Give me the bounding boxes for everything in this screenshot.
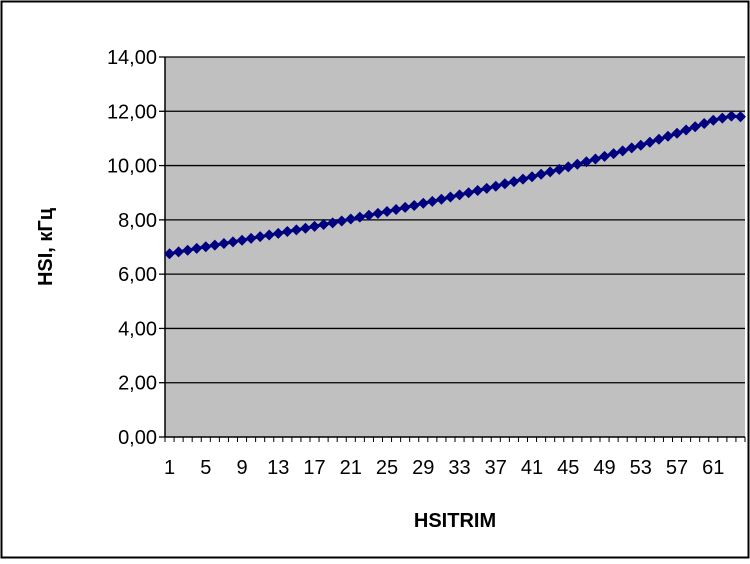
x-tick-label: 61 xyxy=(702,457,724,479)
data-point xyxy=(435,193,447,205)
y-tick-labels: 0,00 2,00 4,00 6,00 8,00 10,00 12,00 14,00 xyxy=(107,47,157,449)
data-point xyxy=(318,218,330,230)
data-point xyxy=(589,153,601,165)
data-point xyxy=(680,124,692,136)
data-point xyxy=(490,180,502,192)
data-point xyxy=(263,229,275,241)
x-tick-label: 5 xyxy=(200,457,211,479)
x-tick-label: 25 xyxy=(376,457,398,479)
data-point xyxy=(725,110,737,122)
data-point xyxy=(272,227,284,239)
data-point xyxy=(372,207,384,219)
data-point xyxy=(499,178,511,190)
data-point xyxy=(281,226,293,238)
data-point xyxy=(191,242,203,254)
data-point xyxy=(354,211,366,223)
data-point xyxy=(381,205,393,217)
data-point xyxy=(562,161,574,173)
data-point xyxy=(444,191,456,203)
data-point xyxy=(182,244,194,256)
data-point xyxy=(327,217,339,229)
x-tick-label: 53 xyxy=(630,457,652,479)
data-point xyxy=(517,173,529,185)
data-point xyxy=(390,204,402,216)
data-point xyxy=(481,182,493,194)
x-tick-label: 57 xyxy=(666,457,688,479)
data-point xyxy=(472,185,484,197)
data-point xyxy=(245,232,257,244)
data-point xyxy=(617,145,629,157)
data-point xyxy=(599,150,611,162)
data-point xyxy=(173,246,185,258)
y-tick-label: 10,00 xyxy=(107,156,157,178)
data-point xyxy=(653,133,665,145)
data-point xyxy=(254,231,266,243)
data-point xyxy=(426,195,438,207)
data-point xyxy=(698,118,710,129)
data-point xyxy=(689,121,701,133)
y-tick-label: 12,00 xyxy=(107,101,157,123)
data-point xyxy=(236,234,248,246)
data-point xyxy=(571,158,583,170)
x-tick-label: 9 xyxy=(236,457,247,479)
data-point xyxy=(716,112,728,124)
data-point xyxy=(309,220,321,232)
data-point xyxy=(526,171,538,183)
data-point xyxy=(635,139,647,151)
data-point xyxy=(299,222,311,234)
data-point xyxy=(164,248,176,260)
data-point xyxy=(544,166,556,178)
data-point xyxy=(626,142,638,154)
y-tick-label: 4,00 xyxy=(118,318,157,340)
x-tick-label: 45 xyxy=(557,457,579,479)
x-axis-label: HSITRIM xyxy=(414,510,496,532)
x-tick-label: 1 xyxy=(164,457,175,479)
data-point xyxy=(218,237,230,249)
data-point xyxy=(290,224,302,236)
data-point xyxy=(399,201,411,213)
x-tick-label: 17 xyxy=(303,457,325,479)
x-tick-label: 21 xyxy=(340,457,362,479)
data-point xyxy=(417,197,429,209)
data-point xyxy=(363,209,375,221)
x-tick-label: 29 xyxy=(412,457,434,479)
data-point xyxy=(535,168,547,180)
data-point xyxy=(463,187,475,199)
x-tick-label: 37 xyxy=(485,457,507,479)
data-point xyxy=(608,148,620,160)
data-point xyxy=(209,239,221,251)
data-point xyxy=(580,156,592,168)
series-line xyxy=(164,110,746,260)
gridlines xyxy=(165,56,745,384)
data-point xyxy=(734,111,746,123)
y-tick-label: 0,00 xyxy=(118,427,157,449)
plot-area xyxy=(165,57,745,437)
data-point xyxy=(227,236,239,248)
data-point xyxy=(336,215,348,227)
data-point xyxy=(662,130,674,142)
y-axis-label: HSI, кГц xyxy=(35,207,57,286)
data-point xyxy=(408,199,420,211)
data-point xyxy=(200,241,212,253)
x-tick-label: 41 xyxy=(521,457,543,479)
x-tick-label: 49 xyxy=(593,457,615,479)
x-tick-label: 13 xyxy=(267,457,289,479)
data-point xyxy=(671,127,683,139)
y-tick-label: 6,00 xyxy=(118,264,157,286)
data-point xyxy=(508,176,520,188)
data-point xyxy=(454,189,466,201)
y-tick-label: 8,00 xyxy=(118,210,157,232)
x-tick-labels: 1 5 9 13 17 21 25 29 33 37 41 45 49 53 57 61 xyxy=(164,457,724,479)
data-point xyxy=(644,136,656,148)
axes xyxy=(159,56,746,442)
data-point xyxy=(707,114,719,126)
y-tick-label: 14,00 xyxy=(107,47,157,69)
data-point xyxy=(345,213,357,225)
x-tick-label: 33 xyxy=(448,457,470,479)
y-tick-label: 2,00 xyxy=(118,373,157,395)
data-point xyxy=(553,163,565,175)
